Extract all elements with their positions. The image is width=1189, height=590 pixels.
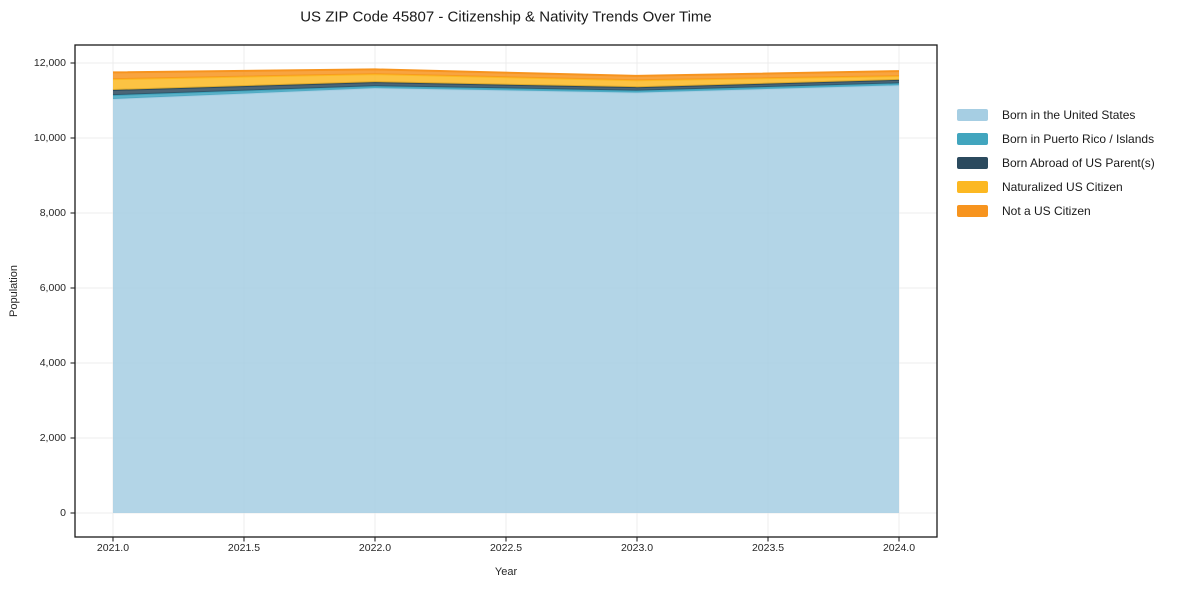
area-born-in-the-united-states xyxy=(113,85,899,514)
y-tick-label: 4,000 xyxy=(39,357,66,369)
y-tick-label: 0 xyxy=(60,507,66,519)
legend-swatch-born-in-puerto-rico-islands xyxy=(957,132,988,145)
legend-swatch-naturalized-us-citizen xyxy=(957,180,988,193)
y-tick-label: 8,000 xyxy=(39,207,66,219)
area-not-a-us-citizen xyxy=(113,69,899,81)
area-born-in-puerto-rico-islands xyxy=(113,83,899,99)
area-born-abroad-of-us-parent-s xyxy=(113,79,899,96)
y-axis-label: Population xyxy=(8,265,20,317)
legend-swatch-born-in-the-united-states xyxy=(957,108,988,121)
legend-swatch-not-a-us-citizen xyxy=(957,204,988,217)
legend-swatch-born-abroad-of-us-parent-s xyxy=(957,156,988,169)
y-tick-label: 12,000 xyxy=(33,57,66,69)
legend: Born in the United States Born in Puerto … xyxy=(957,107,1155,218)
y-tick-label: 2,000 xyxy=(39,432,66,444)
x-tick-label: 2021.0 xyxy=(96,542,130,554)
chart-title: US ZIP Code 45807 - Citizenship & Nativi… xyxy=(300,8,712,26)
legend-label: Born in Puerto Rico / Islands xyxy=(1002,131,1155,146)
x-tick-label: 2023.0 xyxy=(620,542,654,554)
x-tick-label: 2022.0 xyxy=(358,542,392,554)
legend-item-born-in-puerto-rico-islands: Born in Puerto Rico / Islands xyxy=(957,131,1155,146)
legend-item-naturalized-us-citizen: Naturalized US Citizen xyxy=(957,179,1155,194)
legend-label: Naturalized US Citizen xyxy=(1002,179,1123,194)
x-tick-label: 2021.5 xyxy=(227,542,261,554)
x-tick-label: 2024.0 xyxy=(882,542,916,554)
legend-item-born-abroad-of-us-parent-s: Born Abroad of US Parent(s) xyxy=(957,155,1155,170)
x-tick-label: 2022.5 xyxy=(489,542,523,554)
x-axis-label: Year xyxy=(494,566,518,578)
legend-label: Not a US Citizen xyxy=(1002,203,1091,218)
area-naturalized-us-citizen xyxy=(113,74,899,90)
legend-label: Born Abroad of US Parent(s) xyxy=(1002,155,1155,170)
legend-label: Born in the United States xyxy=(1002,107,1136,122)
x-tick-label: 2023.5 xyxy=(751,542,785,554)
legend-item-born-in-the-united-states: Born in the United States xyxy=(957,107,1155,122)
legend-item-not-a-us-citizen: Not a US Citizen xyxy=(957,203,1155,218)
y-tick-label: 6,000 xyxy=(39,282,66,294)
y-tick-label: 10,000 xyxy=(33,132,66,144)
edge-line-not-a-us-citizen xyxy=(112,68,900,77)
